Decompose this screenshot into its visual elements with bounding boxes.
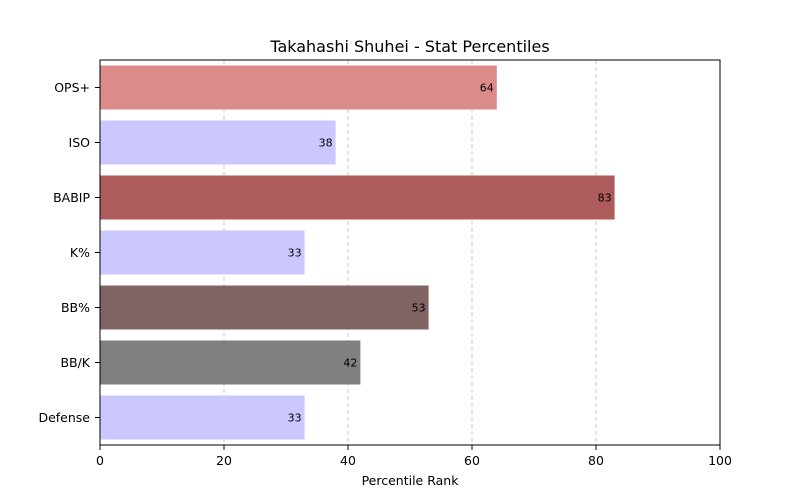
y-tick-label: BABIP (53, 190, 90, 205)
bar (100, 120, 336, 165)
bar-value-label: 83 (598, 192, 612, 205)
y-tick-label: ISO (69, 135, 91, 150)
x-axis: 0 20 40 60 80 100 (96, 445, 732, 468)
bar (100, 175, 615, 220)
bars: 64 38 83 33 53 42 33 (100, 65, 615, 440)
x-tick-label: 80 (588, 453, 604, 468)
y-tick-label: BB/K (60, 355, 90, 370)
bar-value-label: 38 (319, 137, 333, 150)
x-tick-label: 40 (340, 453, 356, 468)
chart-title: Takahashi Shuhei - Stat Percentiles (269, 37, 549, 56)
y-tick-label: OPS+ (54, 80, 90, 95)
bar-value-label: 64 (480, 82, 494, 95)
bar-value-label: 33 (288, 412, 302, 425)
y-tick-label: Defense (38, 410, 90, 425)
bar-value-label: 33 (288, 247, 302, 260)
x-tick-label: 60 (464, 453, 480, 468)
x-axis-label: Percentile Rank (362, 473, 460, 488)
x-tick-label: 100 (708, 453, 732, 468)
bar (100, 340, 361, 385)
bar (100, 285, 429, 330)
bar (100, 395, 305, 440)
y-tick-label: BB% (61, 300, 90, 315)
bar-value-label: 42 (343, 357, 357, 370)
bar (100, 65, 497, 110)
bar (100, 230, 305, 275)
x-tick-label: 20 (216, 453, 232, 468)
bar-value-label: 53 (412, 302, 426, 315)
y-axis: OPS+ ISO BABIP K% BB% BB/K Defense (38, 80, 100, 425)
y-tick-label: K% (70, 245, 90, 260)
x-tick-label: 0 (96, 453, 104, 468)
